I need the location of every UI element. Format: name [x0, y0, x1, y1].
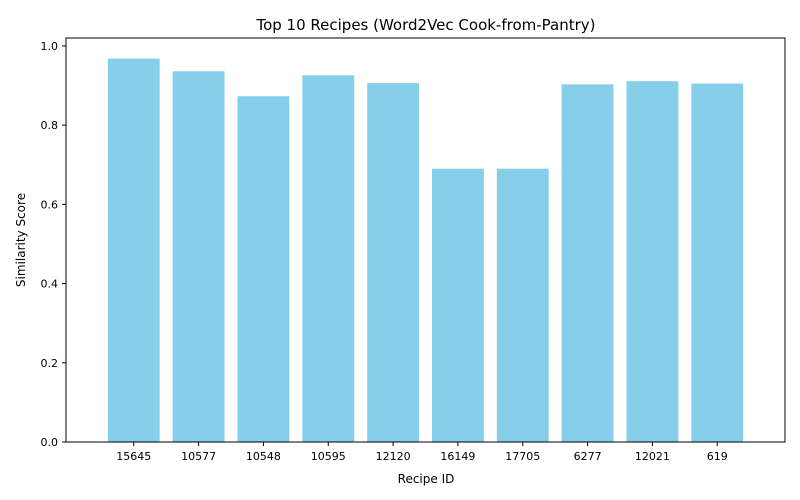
- bar-10548: [237, 96, 290, 442]
- bar-12021: [626, 81, 679, 443]
- bar-16149: [431, 168, 484, 442]
- bars: [107, 58, 744, 443]
- bar-12120: [367, 83, 420, 443]
- x-tick-label: 619: [707, 450, 728, 463]
- x-tick-label: 16149: [440, 450, 475, 463]
- y-tick-label: 1.0: [41, 40, 59, 53]
- y-tick-label: 0.0: [41, 436, 59, 449]
- bar-10577: [172, 71, 225, 443]
- x-tick-label: 10548: [246, 450, 281, 463]
- x-tick-label: 12021: [635, 450, 670, 463]
- x-tick-label: 10595: [311, 450, 346, 463]
- y-tick-label: 0.6: [41, 198, 59, 211]
- chart-title: Top 10 Recipes (Word2Vec Cook-from-Pantr…: [255, 16, 595, 34]
- bar-10595: [302, 75, 355, 442]
- x-tick-label: 12120: [376, 450, 411, 463]
- bar-15645: [107, 58, 160, 442]
- y-tick-label: 0.2: [41, 357, 59, 370]
- x-axis-ticks: 15645 10577 10548 10595 12120 16149 17705 6277 1…: [116, 442, 728, 463]
- y-axis-label: Similarity Score: [14, 193, 28, 287]
- y-tick-label: 0.4: [41, 278, 59, 291]
- bar-619: [691, 83, 744, 443]
- x-tick-label: 17705: [505, 450, 540, 463]
- bar-17705: [496, 168, 549, 442]
- x-axis-label: Recipe ID: [398, 472, 455, 486]
- y-tick-label: 0.8: [41, 119, 59, 132]
- x-tick-label: 6277: [574, 450, 602, 463]
- x-tick-label: 15645: [116, 450, 151, 463]
- x-tick-label: 10577: [181, 450, 216, 463]
- bar-6277: [561, 84, 614, 442]
- y-axis-ticks: 0.0 0.2 0.4 0.6 0.8 1.0: [41, 40, 66, 449]
- plot-frame: [65, 37, 786, 443]
